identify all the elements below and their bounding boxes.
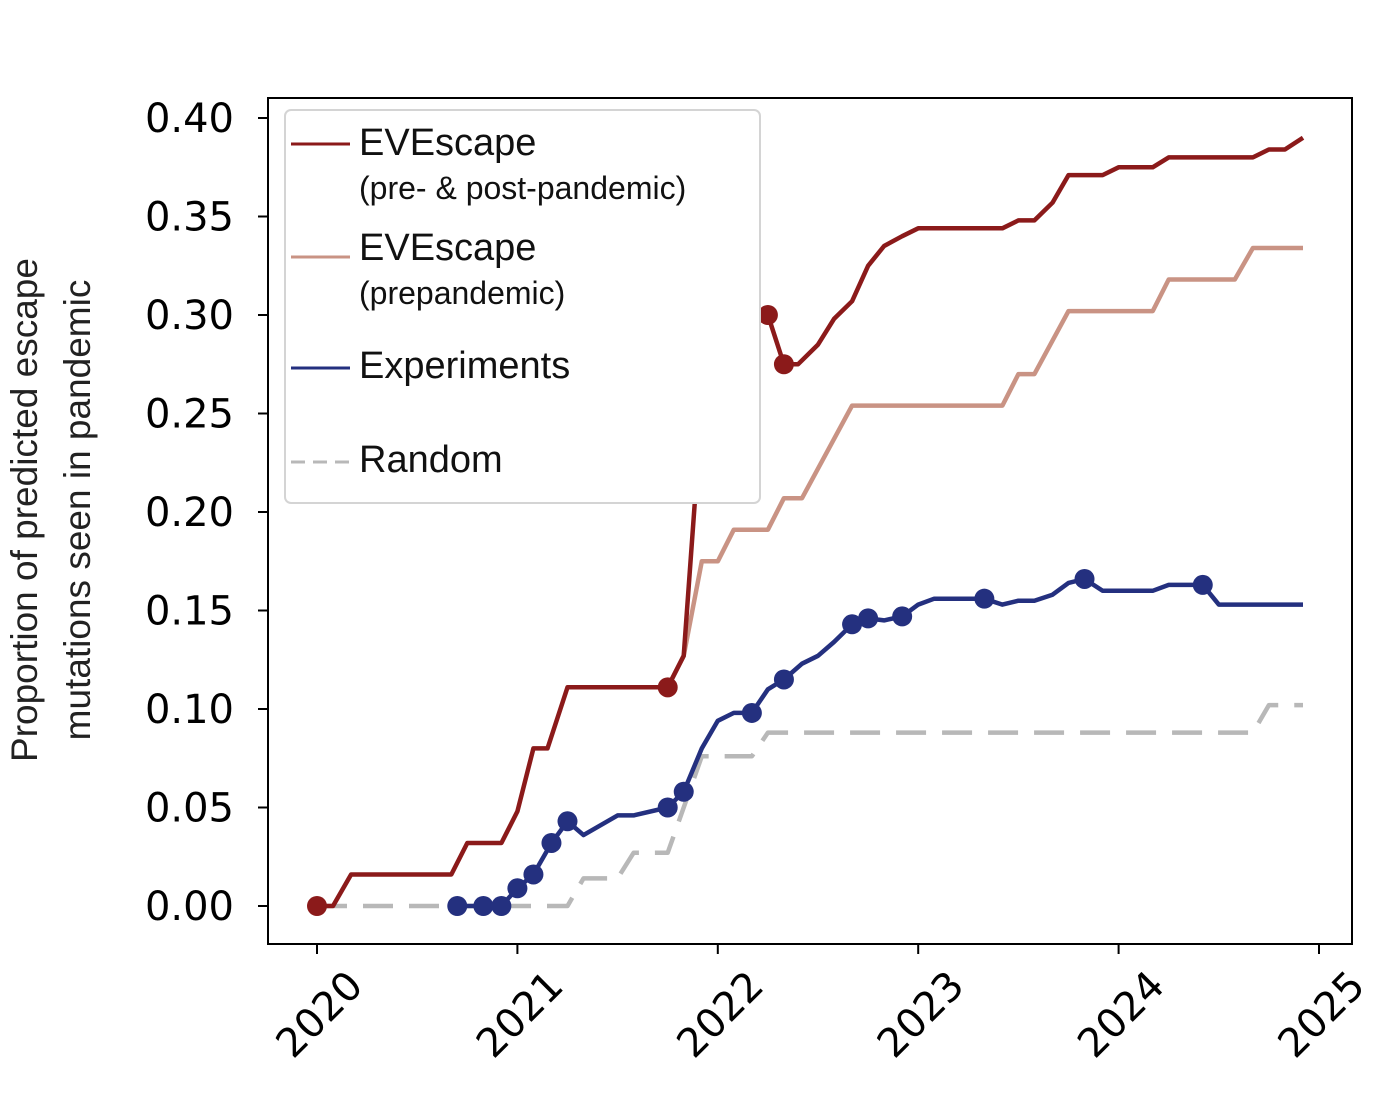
data-point-marker — [842, 614, 863, 635]
data-point-marker — [892, 606, 913, 627]
y-tick-label: 0.25 — [145, 392, 234, 438]
x-tick-label: 2021 — [468, 963, 573, 1068]
plot-frame — [267, 97, 1353, 945]
legend-label-random: Random — [359, 439, 503, 481]
data-point-marker — [974, 588, 995, 609]
data-point-marker — [523, 864, 544, 885]
x-tick-label: 2024 — [1069, 963, 1174, 1068]
data-point-marker — [773, 669, 794, 690]
data-point-marker — [657, 797, 678, 818]
y-tick-label: 0.20 — [145, 490, 234, 536]
x-tick-label: 2022 — [668, 963, 773, 1068]
series-line-evescape-prepandemic — [665, 245, 1303, 689]
x-tick-label: 2023 — [869, 963, 974, 1068]
data-point-marker — [1074, 568, 1095, 589]
data-point-marker — [307, 896, 327, 916]
y-tick-label: 0.00 — [145, 884, 234, 930]
data-point-marker — [491, 896, 512, 916]
x-tick-label: 2020 — [268, 963, 373, 1068]
legend-box — [284, 109, 761, 504]
legend-sublabel-evescape-full: (pre- & post-pandemic) — [359, 170, 686, 206]
y-axis-title-line-1: Proportion of predicted escape — [4, 258, 45, 762]
data-point-marker — [773, 354, 794, 375]
data-point-marker — [673, 781, 694, 802]
y-tick-label: 0.30 — [145, 293, 234, 339]
data-point-marker — [1192, 574, 1213, 595]
y-tick-label: 0.40 — [145, 96, 234, 142]
legend: EVEscape (pre- & post-pandemic) EVEscape… — [284, 109, 761, 504]
legend-sublabel-evescape-prepandemic: (prepandemic) — [359, 275, 565, 311]
legend-label-evescape-full: EVEscape — [359, 122, 536, 164]
x-tick-label: 2025 — [1270, 963, 1375, 1068]
data-point-marker — [858, 608, 879, 629]
y-axis-title-line-2: mutations seen in pandemic — [57, 280, 98, 741]
data-point-marker — [557, 811, 578, 832]
data-point-marker — [447, 896, 468, 916]
y-axis: 0.00 0.05 0.10 0.15 0.20 0.25 0.30 0.35 0.40 — [145, 96, 268, 930]
data-point-marker — [757, 305, 778, 325]
series-line-experiments — [457, 576, 1303, 909]
y-tick-label: 0.35 — [145, 195, 234, 241]
data-point-marker — [657, 677, 678, 698]
x-axis: 2020 2021 2022 2023 2024 2025 — [268, 944, 1375, 1068]
legend-label-evescape-prepandemic: EVEscape — [359, 227, 536, 269]
data-point-marker — [541, 832, 562, 853]
y-tick-label: 0.15 — [145, 589, 234, 635]
data-point-marker — [741, 702, 762, 723]
series-line-evescape-pre-post-pandemic — [317, 135, 1305, 909]
data-point-marker — [507, 878, 528, 899]
series-line-random — [317, 702, 1303, 909]
data-point-marker — [473, 896, 494, 916]
legend-label-experiments: Experiments — [359, 345, 570, 387]
y-tick-label: 0.05 — [145, 786, 234, 832]
y-tick-label: 0.10 — [145, 687, 234, 733]
